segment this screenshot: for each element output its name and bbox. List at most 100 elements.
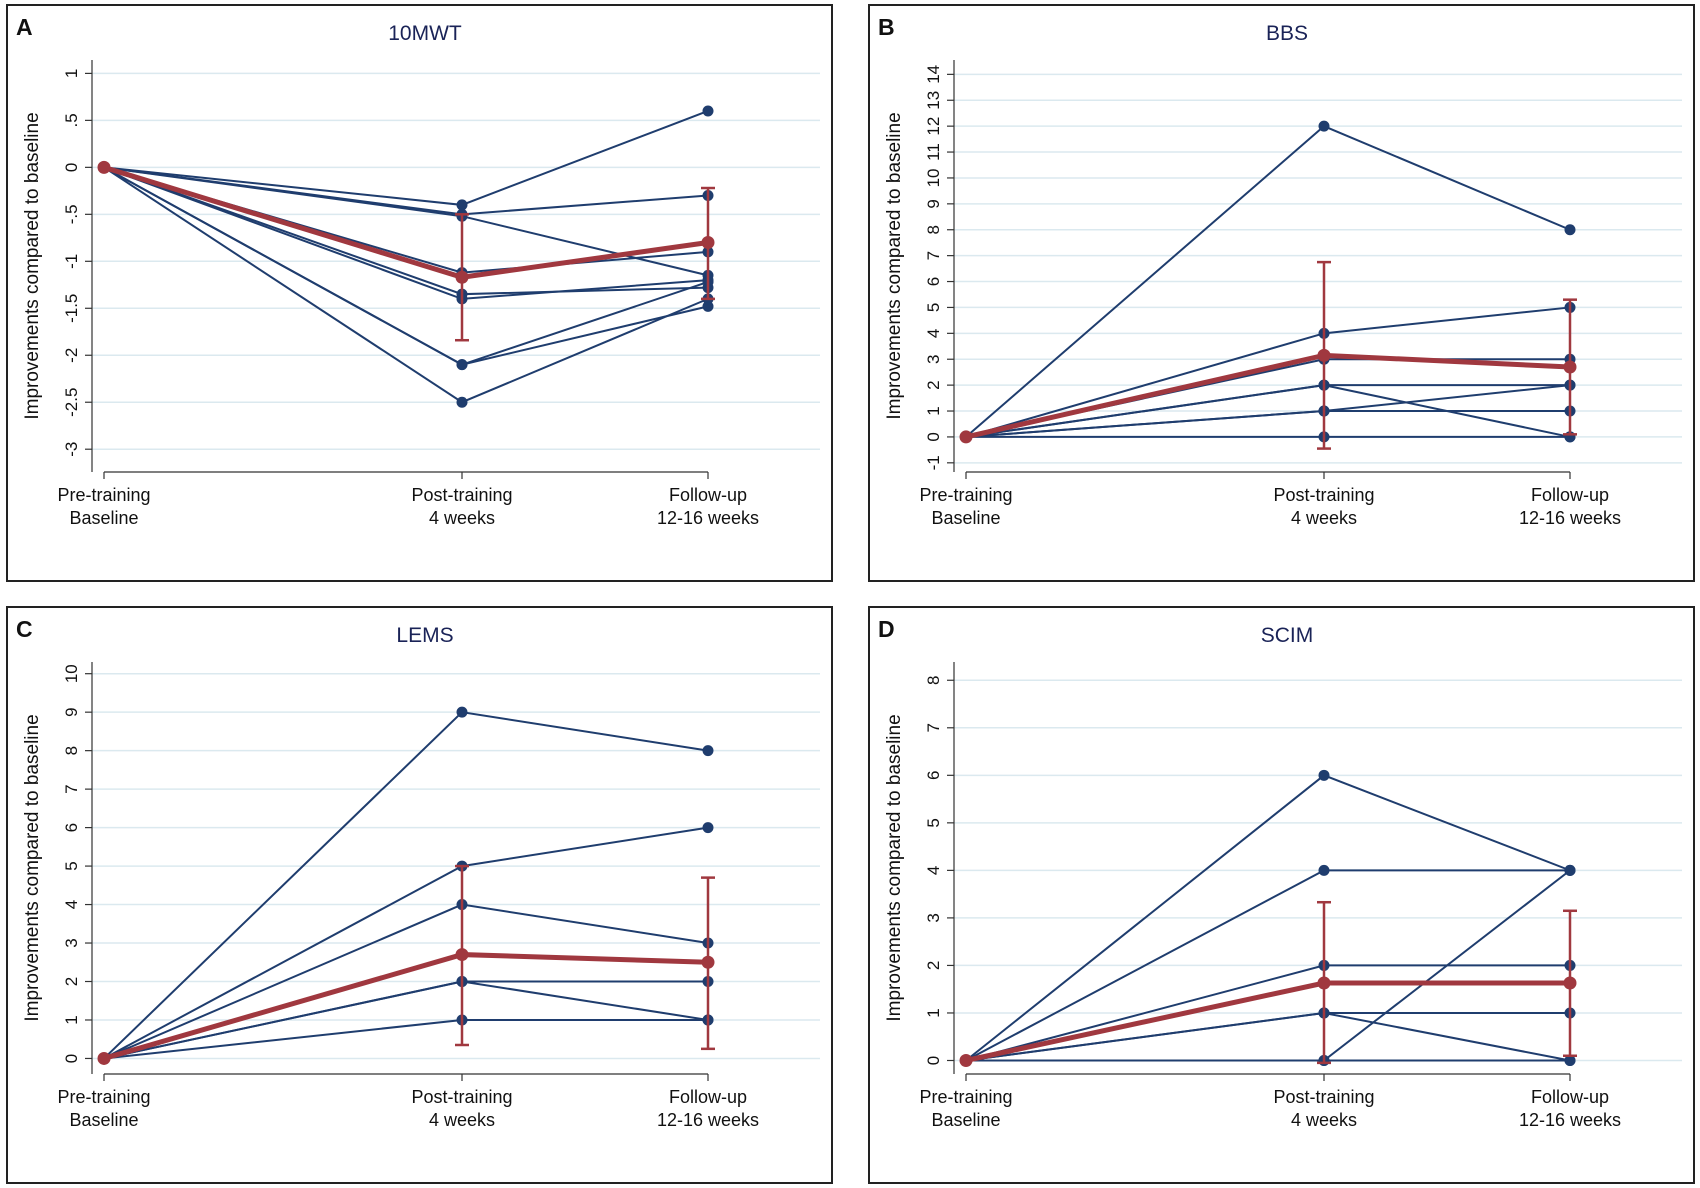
- y-tick-label: 8: [924, 225, 943, 234]
- mean-point: [1563, 360, 1577, 374]
- y-tick-label: 4: [924, 329, 943, 338]
- x-tick-label-line1: Follow-up: [669, 1087, 747, 1107]
- panel-c-lems: C LEMS Improvements compared to baseline 10…: [6, 606, 833, 1184]
- x-tick-label-line1: Pre-training: [919, 485, 1012, 505]
- y-tick-label: 6: [924, 277, 943, 286]
- x-tick-label-line2: 12-16 weeks: [1519, 1110, 1621, 1130]
- series-point-participant-8: [456, 359, 468, 371]
- y-tick-label: 10: [924, 168, 943, 187]
- y-tick-label: 2: [924, 961, 943, 970]
- chart-a-svg: A 10MWT Improvements compared to baseline 1…: [16, 14, 820, 528]
- x-tick-label-line2: 12-16 weeks: [657, 508, 759, 528]
- x-tick-label-line1: Follow-up: [669, 485, 747, 505]
- y-tick-label: .5: [62, 113, 81, 127]
- panel-b-bbs: B BBS Improvements compared to baseline 14 1…: [868, 4, 1695, 582]
- y-tick-label: 1: [62, 69, 81, 78]
- y-tick-label: -1: [924, 455, 943, 470]
- x-tick-label-line2: Baseline: [931, 1110, 1000, 1130]
- y-tick-label: 1: [924, 1008, 943, 1017]
- series-point-participant-1: [1318, 769, 1330, 781]
- x-tick-label-line2: 4 weeks: [429, 508, 495, 528]
- y-tick-label: 6: [62, 823, 81, 832]
- series-point-participant-2: [1318, 864, 1330, 876]
- y-tick-label: -1.5: [62, 294, 81, 323]
- chart-c-svg: C LEMS Improvements compared to baseline 10…: [16, 616, 820, 1130]
- y-tick-label: 7: [62, 784, 81, 793]
- y-tick-label: 10: [62, 664, 81, 683]
- y-tick-label: 12: [924, 117, 943, 136]
- series-point-participant-9: [456, 396, 468, 408]
- series-line-participant-3: [965, 358, 1570, 438]
- chart-title: LEMS: [396, 624, 453, 647]
- y-tick-label: 11: [924, 143, 943, 161]
- series-point-participant-8: [702, 300, 714, 312]
- y-tick-label: 9: [62, 707, 81, 716]
- mean-point: [1317, 348, 1331, 362]
- y-tick-label: 0: [924, 1056, 943, 1065]
- y-axis-title: Improvements compared to baseline: [22, 112, 43, 419]
- chart-d-svg: D SCIM Improvements compared to baseline 8 7…: [878, 616, 1682, 1130]
- x-tick-label-line1: Follow-up: [1531, 485, 1609, 505]
- y-tick-label: -.5: [62, 204, 81, 224]
- y-tick-label: 8: [924, 676, 943, 685]
- y-tick-label: -2.5: [62, 388, 81, 417]
- y-tick-label: -2: [62, 348, 81, 363]
- panel-label: C: [16, 616, 33, 642]
- y-tick-label: 5: [924, 303, 943, 312]
- y-tick-label: 3: [62, 938, 81, 947]
- series-point-participant-1: [1564, 224, 1576, 236]
- y-axis-title: Improvements compared to baseline: [884, 714, 905, 1021]
- y-tick-label: 2: [62, 977, 81, 986]
- mean-point: [97, 160, 111, 174]
- y-tick-label: 5: [924, 818, 943, 827]
- y-tick-label: 5: [62, 861, 81, 870]
- chart-title: 10MWT: [388, 22, 462, 45]
- y-axis-title: Improvements compared to baseline: [22, 714, 43, 1021]
- x-tick-label-line2: 12-16 weeks: [657, 1110, 759, 1130]
- y-tick-label: 0: [62, 163, 81, 172]
- mean-point: [701, 955, 715, 969]
- mean-point: [959, 1053, 973, 1067]
- x-tick-label-line1: Post-training: [1273, 1087, 1374, 1107]
- x-tick-label-line1: Post-training: [1273, 485, 1374, 505]
- y-tick-label: 1: [62, 1015, 81, 1024]
- y-tick-label: 2: [924, 380, 943, 389]
- chart-title: BBS: [1266, 22, 1308, 45]
- y-tick-label: 4: [62, 900, 81, 909]
- series-point-participant-1: [702, 745, 714, 757]
- y-axis-title: Improvements compared to baseline: [884, 112, 905, 419]
- x-tick-label-line2: 12-16 weeks: [1519, 508, 1621, 528]
- y-tick-label: 7: [924, 251, 943, 260]
- panel-a-10mwt: A 10MWT Improvements compared to baseline 1…: [6, 4, 833, 582]
- mean-point: [455, 948, 469, 962]
- y-tick-label: 13: [924, 91, 943, 110]
- y-tick-label: 0: [924, 432, 943, 441]
- panel-label: A: [16, 14, 33, 40]
- x-tick-label-line2: 4 weeks: [1291, 1110, 1357, 1130]
- mean-point: [1563, 976, 1577, 990]
- x-tick-label-line2: Baseline: [69, 508, 138, 528]
- mean-point: [97, 1051, 111, 1065]
- x-tick-label-line1: Follow-up: [1531, 1087, 1609, 1107]
- panel-label: B: [878, 14, 895, 40]
- panel-label: D: [878, 616, 895, 642]
- series-line-participant-2: [103, 166, 709, 216]
- mean-point: [1317, 976, 1331, 990]
- y-tick-label: 14: [924, 65, 943, 84]
- series-point-participant-1: [456, 706, 468, 718]
- series-point-participant-1: [702, 105, 714, 117]
- x-tick-label-line2: Baseline: [931, 508, 1000, 528]
- x-tick-label-line1: Pre-training: [57, 1087, 150, 1107]
- mean-point: [701, 236, 715, 250]
- series-point-participant-1: [1318, 120, 1330, 132]
- x-tick-label-line2: 4 weeks: [429, 1110, 495, 1130]
- y-tick-label: 1: [924, 406, 943, 415]
- series-point-participant-6: [1564, 864, 1576, 876]
- y-tick-label: 3: [924, 913, 943, 922]
- y-tick-label: -1: [62, 254, 81, 269]
- y-tick-label: 4: [924, 866, 943, 875]
- x-tick-label-line1: Post-training: [411, 485, 512, 505]
- x-tick-label-line1: Pre-training: [57, 485, 150, 505]
- mean-point: [455, 270, 469, 284]
